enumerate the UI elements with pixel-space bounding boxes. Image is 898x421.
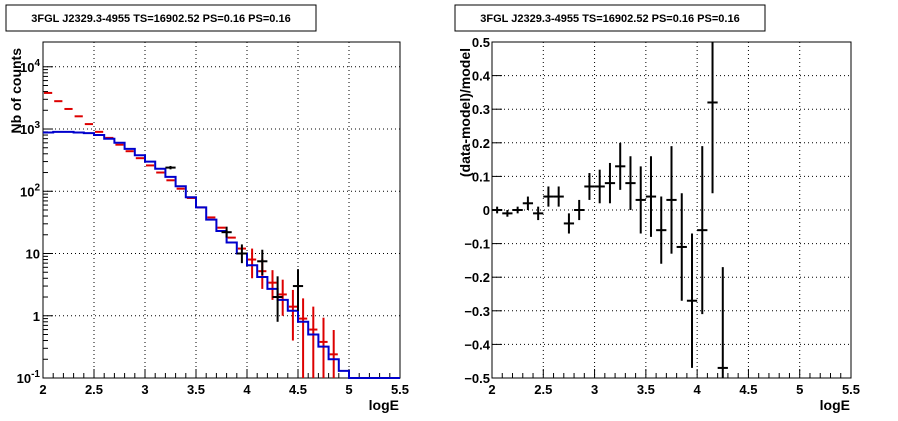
right-x-tick-label: 5 xyxy=(796,382,803,397)
left-x-tick-label: 3.5 xyxy=(187,382,205,397)
right-y-tick-label: 0.4 xyxy=(472,69,491,84)
left-x-tick-label: 3 xyxy=(141,382,148,397)
left-y-tick-label: 102 xyxy=(20,182,40,199)
right-y-tick-label: −0.2 xyxy=(464,270,490,285)
right-x-tick-label: 4.5 xyxy=(739,382,757,397)
right-ticks: 2 2.5 3 3.5 4 4.5 5 5.5 −0.5 −0.4 −0.3 −0.2 −0.1 0 0.1… xyxy=(464,35,860,397)
right-x-tick-label: 2.5 xyxy=(534,382,552,397)
right-y-tick-label: −0.3 xyxy=(464,304,490,319)
right-y-tick-label: 0.2 xyxy=(472,136,490,151)
left-ticks: 2 2.5 3 3.5 4 4.5 5 5.5 10-1 1 10 102 103 104 xyxy=(17,58,409,397)
left-x-tick-label: 5.5 xyxy=(391,382,409,397)
left-grid xyxy=(43,42,400,378)
right-y-tick-label: 0 xyxy=(483,203,490,218)
left-y-tick-label: 104 xyxy=(20,58,40,75)
right-y-tick-label: 0.1 xyxy=(472,169,490,184)
left-y-tick-label: 10 xyxy=(26,247,40,262)
left-title: 3FGL J2329.3-4955 TS=16902.52 PS=0.16 PS… xyxy=(31,13,290,25)
left-x-tick-label: 4.5 xyxy=(289,382,307,397)
left-x-axis-label: logE xyxy=(369,397,399,413)
right-y-axis-label: (data-model)/model xyxy=(457,48,473,177)
right-title: 3FGL J2329.3-4955 TS=16902.52 PS=0.16 PS… xyxy=(480,13,739,25)
right-x-tick-label: 2 xyxy=(488,382,495,397)
left-x-tick-label: 2.5 xyxy=(85,382,103,397)
right-x-tick-label: 3.5 xyxy=(637,382,655,397)
left-x-tick-label: 4 xyxy=(243,382,251,397)
right-y-tick-label: −0.1 xyxy=(464,237,490,252)
left-y-axis-label: Nb of counts xyxy=(8,48,24,134)
left-y-tick-label: 10-1 xyxy=(17,369,41,386)
left-frame xyxy=(42,41,401,379)
right-y-tick-label: 0.5 xyxy=(472,35,490,50)
right-x-tick-label: 3 xyxy=(591,382,598,397)
right-grid xyxy=(492,42,851,378)
left-x-tick-label: 2 xyxy=(39,382,46,397)
blue-model-histogram xyxy=(43,130,400,379)
left-x-tick-label: 5 xyxy=(345,382,352,397)
right-y-tick-label: 0.3 xyxy=(472,102,490,117)
left-title-box: 3FGL J2329.3-4955 TS=16902.52 PS=0.16 PS… xyxy=(5,4,317,32)
right-title-box: 3FGL J2329.3-4955 TS=16902.52 PS=0.16 PS… xyxy=(454,4,766,32)
right-y-tick-label: −0.4 xyxy=(464,337,490,352)
right-x-tick-label: 4 xyxy=(694,382,702,397)
right-x-axis-label: logE xyxy=(820,397,850,413)
left-y-tick-label: 1 xyxy=(33,309,40,324)
right-x-tick-label: 5.5 xyxy=(842,382,860,397)
left-y-tick-label: 103 xyxy=(20,120,40,137)
right-y-tick-label: −0.5 xyxy=(464,371,490,386)
left-series xyxy=(43,91,400,379)
right-series xyxy=(492,42,728,378)
